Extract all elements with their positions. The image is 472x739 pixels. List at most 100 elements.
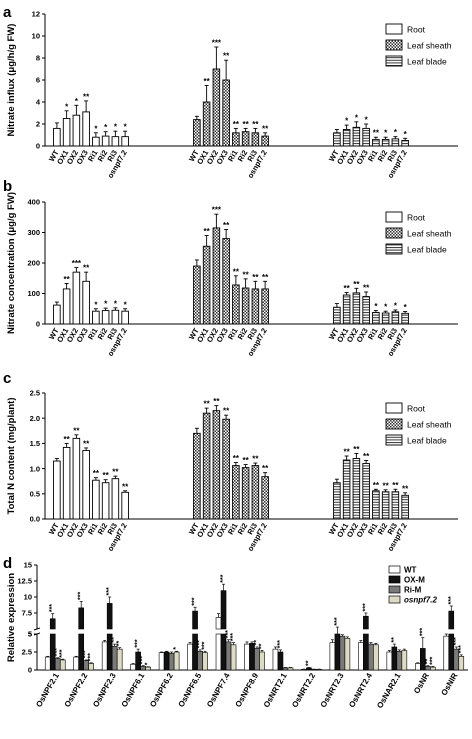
significance-label: **	[252, 273, 259, 282]
significance-label: *	[355, 113, 359, 122]
significance-label: **	[259, 643, 266, 649]
significance-label: **	[204, 400, 211, 409]
significance-label: *	[104, 123, 108, 132]
significance-label: ***	[59, 649, 66, 657]
legend-label: Root	[407, 404, 426, 414]
significance-label: **	[111, 637, 118, 643]
bar	[401, 650, 408, 671]
bar	[53, 304, 61, 325]
y-tick-label: 2.5	[22, 648, 32, 657]
bar	[88, 663, 94, 671]
legend-swatch	[385, 243, 403, 255]
significance-label: **	[83, 439, 90, 448]
bar	[197, 650, 203, 671]
bar	[82, 450, 90, 520]
significance-label: ***	[277, 640, 284, 648]
bar	[192, 633, 198, 671]
y-tick-label: 7.5	[22, 609, 32, 618]
y-tick-label: 400	[27, 198, 40, 207]
y-tick-label: 2	[36, 120, 40, 129]
bar	[386, 651, 393, 671]
significance-label: *	[65, 102, 69, 111]
bar	[145, 666, 151, 671]
bar	[59, 659, 66, 671]
significance-label: *	[75, 97, 79, 106]
legend-swatch	[385, 23, 403, 35]
bar	[106, 603, 113, 630]
significance-label: **	[353, 445, 360, 454]
bar	[362, 463, 370, 520]
significance-label: *	[404, 130, 408, 139]
bar	[261, 288, 269, 325]
y-tick-label: 0.0	[30, 515, 40, 524]
bar	[232, 465, 240, 520]
bar	[261, 135, 269, 147]
legend-swatch	[385, 434, 403, 446]
bar	[121, 310, 129, 325]
legend-label: Leaf sheath	[407, 41, 452, 51]
bar	[342, 129, 351, 147]
significance-label: ***	[212, 39, 222, 48]
bar	[352, 126, 361, 147]
bar	[358, 642, 364, 671]
significance-label: **	[93, 469, 100, 478]
significance-label: *	[394, 301, 398, 310]
bar	[443, 635, 450, 671]
bar	[381, 138, 390, 147]
y-tick-label: 12	[32, 10, 40, 19]
legend-label: OX-M	[404, 576, 425, 585]
bar	[306, 667, 312, 671]
legend-label: Leaf blade	[407, 245, 447, 255]
significance-label: **	[116, 640, 123, 646]
significance-label: **	[392, 481, 399, 490]
bar	[53, 460, 61, 520]
significance-label: ***	[135, 639, 142, 647]
bar	[168, 653, 175, 671]
x-tick-label: OsNPF6.1	[120, 671, 147, 709]
bar	[49, 633, 56, 671]
y-tick-label: 1.5	[30, 439, 40, 448]
significance-label: **	[73, 426, 80, 435]
bar	[339, 635, 346, 671]
legend-label: Root	[407, 25, 426, 35]
y-axis-title: Nitrate influx (μg/h/g FW)	[6, 24, 17, 137]
x-tick-label: OsNAR2.1	[375, 671, 403, 710]
bar	[202, 101, 211, 147]
significance-label: ***	[192, 597, 199, 605]
legend-label: WT	[404, 566, 417, 575]
significance-label: **	[223, 407, 230, 416]
bar	[396, 650, 403, 671]
bar	[401, 140, 409, 147]
x-tick-label: OsNIR	[439, 671, 459, 697]
y-tick-label: 0	[28, 666, 32, 675]
x-tick-label: OsNPF2.2	[63, 671, 90, 709]
bar	[391, 646, 398, 671]
significance-label: **	[223, 52, 230, 61]
significance-label: *	[114, 123, 118, 132]
bar	[259, 651, 265, 671]
significance-label: *	[124, 300, 128, 309]
x-tick-label: OsNRT2.4	[347, 671, 374, 709]
bar	[202, 652, 208, 671]
legend-swatch	[388, 565, 401, 574]
y-tick-label: 5	[28, 630, 32, 639]
y-tick-label: 4	[36, 98, 41, 107]
significance-label: *	[365, 116, 369, 125]
bar	[230, 644, 237, 671]
panel-letter: d	[3, 555, 12, 572]
significance-label: **	[344, 284, 351, 293]
y-tick-label: 0.5	[30, 490, 40, 499]
significance-label: *	[114, 299, 118, 308]
significance-label: **	[64, 275, 71, 284]
bar	[363, 633, 369, 671]
significance-label: ***	[334, 617, 341, 625]
legend-label: Leaf blade	[407, 57, 447, 67]
legend-label: Ri-M	[404, 586, 422, 595]
significance-label: **	[243, 120, 250, 129]
bar	[401, 312, 409, 325]
legend-swatch	[385, 418, 403, 430]
significance-label: **	[252, 120, 259, 129]
bar	[251, 465, 260, 520]
legend: Root Leaf sheath Leaf blade	[385, 211, 452, 255]
bar	[49, 618, 56, 630]
